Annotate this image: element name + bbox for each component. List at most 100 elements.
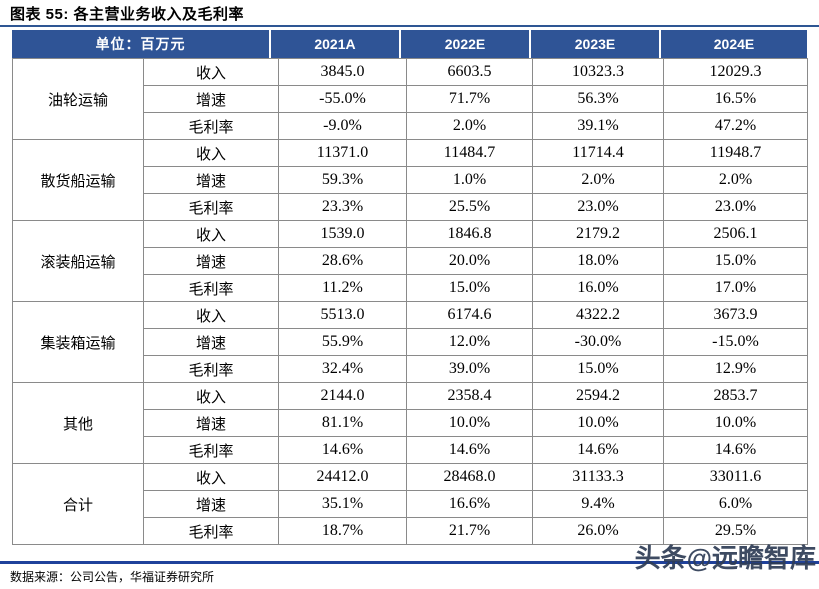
value-cell: -9.0% xyxy=(278,112,407,140)
value-cell: 2.0% xyxy=(663,166,808,194)
table-row: 毛利率 18.7% 21.7% 26.0% 29.5% xyxy=(13,517,808,545)
value-cell: 23.3% xyxy=(278,193,407,221)
value-cell: 2179.2 xyxy=(532,220,664,248)
table-row: 其他 收入 2144.0 2358.4 2594.2 2853.7 xyxy=(12,382,808,464)
watermark-text: 头条@远瞻智库 xyxy=(634,543,816,573)
metric-label-cell: 收入 xyxy=(143,58,279,86)
segment-name-cell: 滚装船运输 xyxy=(12,220,144,302)
metric-label-cell: 收入 xyxy=(143,220,279,248)
value-cell: 11948.7 xyxy=(663,139,808,167)
unit-header-cell: 单位：百万元 xyxy=(12,30,269,58)
table-body: 油轮运输 收入 3845.0 6603.5 10323.3 12029.3 增速 -55.0%… xyxy=(12,58,808,545)
value-cell: 10323.3 xyxy=(532,58,664,86)
value-cell: 1846.8 xyxy=(406,220,533,248)
metric-label-cell: 收入 xyxy=(143,463,279,491)
table-row: 油轮运输 收入 3845.0 6603.5 10323.3 12029.3 xyxy=(12,58,808,140)
year-header-2024e: 2024E xyxy=(659,30,807,58)
metric-label-cell: 毛利率 xyxy=(143,436,279,464)
value-cell: 31133.3 xyxy=(532,463,664,491)
value-cell: 2.0% xyxy=(532,166,664,194)
value-cell: 11714.4 xyxy=(532,139,664,167)
value-cell: 39.0% xyxy=(406,355,533,383)
year-header-2021a: 2021A xyxy=(269,30,399,58)
value-cell: 16.0% xyxy=(532,274,664,302)
value-cell: 10.0% xyxy=(406,409,533,437)
value-cell: 24412.0 xyxy=(278,463,407,491)
segment-name-cell: 其他 xyxy=(12,382,144,464)
metric-label-cell: 毛利率 xyxy=(143,517,279,545)
value-cell: 33011.6 xyxy=(663,463,808,491)
value-cell: 18.7% xyxy=(278,517,407,545)
value-cell: 3845.0 xyxy=(278,58,407,86)
table-row: 毛利率 -9.0% 2.0% 39.1% 47.2% xyxy=(13,112,808,140)
metric-label-cell: 增速 xyxy=(143,247,279,275)
value-cell: 55.9% xyxy=(278,328,407,356)
value-cell: 14.6% xyxy=(663,436,808,464)
value-cell: 29.5% xyxy=(663,517,808,545)
metric-label-cell: 收入 xyxy=(143,301,279,329)
metric-label-cell: 收入 xyxy=(143,382,279,410)
metric-label-cell: 毛利率 xyxy=(143,193,279,221)
value-cell: 23.0% xyxy=(663,193,808,221)
value-cell: 9.4% xyxy=(532,490,664,518)
value-cell: 18.0% xyxy=(532,247,664,275)
year-header-2022e: 2022E xyxy=(399,30,529,58)
value-cell: 14.6% xyxy=(406,436,533,464)
segment-name-cell: 散货船运输 xyxy=(12,139,144,221)
table-row: 毛利率 11.2% 15.0% 16.0% 17.0% xyxy=(13,274,808,302)
table-row: 增速 35.1% 16.6% 9.4% 6.0% xyxy=(13,490,808,518)
year-header-2023e: 2023E xyxy=(529,30,659,58)
metric-label-cell: 增速 xyxy=(143,409,279,437)
value-cell: 6603.5 xyxy=(406,58,533,86)
value-cell: 81.1% xyxy=(278,409,407,437)
value-cell: 15.0% xyxy=(532,355,664,383)
value-cell: 4322.2 xyxy=(532,301,664,329)
value-cell: 6.0% xyxy=(663,490,808,518)
metric-label-cell: 增速 xyxy=(143,85,279,113)
value-cell: 2853.7 xyxy=(663,382,808,410)
value-cell: 2506.1 xyxy=(663,220,808,248)
value-cell: 17.0% xyxy=(663,274,808,302)
table-grid: 油轮运输 收入 3845.0 6603.5 10323.3 12029.3 增速 -55.0%… xyxy=(12,58,808,545)
value-cell: 16.6% xyxy=(406,490,533,518)
value-cell: -55.0% xyxy=(278,85,407,113)
metric-label-cell: 毛利率 xyxy=(143,112,279,140)
value-cell: 12029.3 xyxy=(663,58,808,86)
value-cell: 3673.9 xyxy=(663,301,808,329)
table-row: 增速 28.6% 20.0% 18.0% 15.0% xyxy=(13,247,808,275)
table-row: 散货船运输 收入 11371.0 11484.7 11714.4 11948.7 xyxy=(12,139,808,221)
metric-label-cell: 毛利率 xyxy=(143,355,279,383)
value-cell: 1539.0 xyxy=(278,220,407,248)
bottom-divider xyxy=(0,561,819,564)
value-cell: 15.0% xyxy=(663,247,808,275)
metric-label-cell: 毛利率 xyxy=(143,274,279,302)
value-cell: 47.2% xyxy=(663,112,808,140)
table-row: 合计 收入 24412.0 28468.0 31133.3 33011.6 xyxy=(12,463,808,545)
table-row: 增速 81.1% 10.0% 10.0% 10.0% xyxy=(13,409,808,437)
value-cell: 2594.2 xyxy=(532,382,664,410)
table-header-row: 单位：百万元 2021A 2022E 2023E 2024E xyxy=(12,30,807,58)
data-table: 单位：百万元 2021A 2022E 2023E 2024E 油轮运输 收入 384… xyxy=(12,30,808,545)
value-cell: 10.0% xyxy=(663,409,808,437)
value-cell: 26.0% xyxy=(532,517,664,545)
value-cell: 5513.0 xyxy=(278,301,407,329)
value-cell: 39.1% xyxy=(532,112,664,140)
title-divider xyxy=(0,25,819,27)
value-cell: -30.0% xyxy=(532,328,664,356)
value-cell: 10.0% xyxy=(532,409,664,437)
value-cell: 20.0% xyxy=(406,247,533,275)
value-cell: 2144.0 xyxy=(278,382,407,410)
value-cell: 28468.0 xyxy=(406,463,533,491)
metric-label-cell: 收入 xyxy=(143,139,279,167)
value-cell: -15.0% xyxy=(663,328,808,356)
value-cell: 16.5% xyxy=(663,85,808,113)
value-cell: 12.9% xyxy=(663,355,808,383)
value-cell: 15.0% xyxy=(406,274,533,302)
value-cell: 71.7% xyxy=(406,85,533,113)
value-cell: 59.3% xyxy=(278,166,407,194)
value-cell: 25.5% xyxy=(406,193,533,221)
source-note: 数据来源：公司公告，华福证券研究所 xyxy=(10,570,215,584)
table-row: 集装箱运输 收入 5513.0 6174.6 4322.2 3673.9 xyxy=(12,301,808,383)
value-cell: 32.4% xyxy=(278,355,407,383)
value-cell: 2358.4 xyxy=(406,382,533,410)
